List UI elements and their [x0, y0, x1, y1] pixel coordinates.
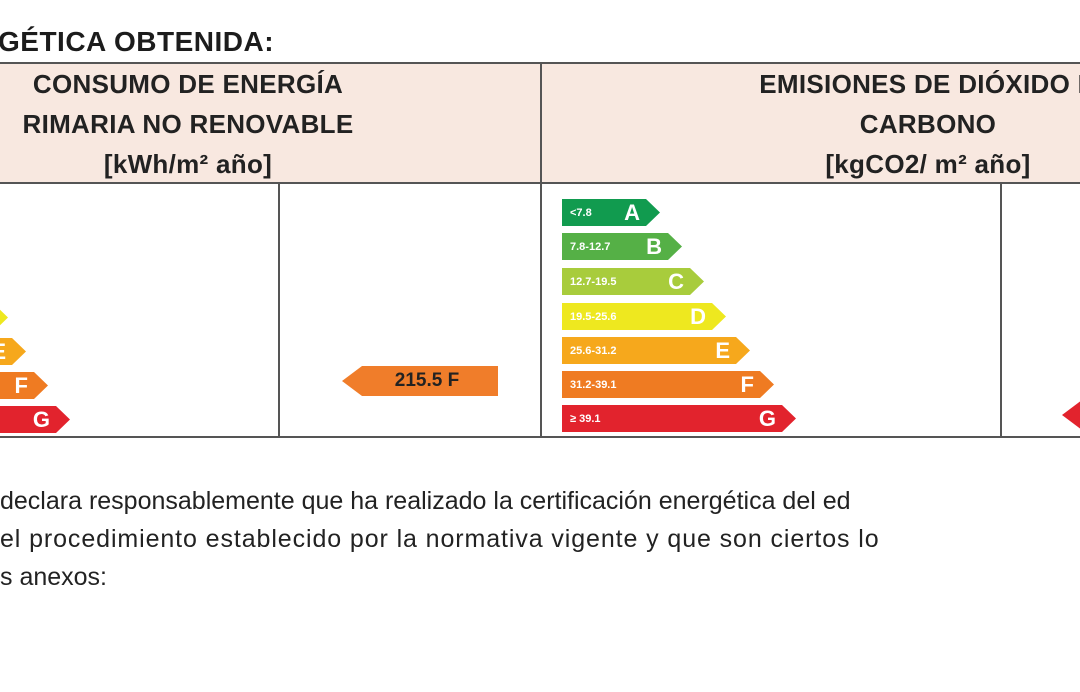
emissions-letter-b: B: [646, 233, 662, 259]
consumption-rating-value: 215.5 F: [394, 370, 460, 391]
emissions-rating-cell: [1000, 182, 1080, 438]
declaration-paragraph: declara responsablemente que ha realizad…: [0, 482, 880, 596]
consumption-unit: [kWh/m² año]: [103, 149, 273, 179]
emissions-range-f: 31.2-39.1: [570, 378, 617, 391]
emissions-range-c: 12.7-19.5: [570, 275, 617, 288]
consumption-scale-d: [0, 304, 8, 331]
emissions-scale-b: 7.8-12.7 B: [562, 233, 682, 260]
emissions-title-line-1: EMISIONES DE DIÓXIDO D: [759, 69, 1080, 99]
declaration-line-1: declara responsablemente que ha realizad…: [0, 487, 851, 515]
consumption-scale-cell: E F G: [0, 182, 278, 438]
emissions-letter-d: D: [690, 303, 706, 329]
emissions-range-e: 25.6-31.2: [570, 344, 617, 357]
section-heading: GÉTICA OBTENIDA:: [0, 26, 275, 57]
emissions-scale-f: 31.2-39.1 F: [562, 371, 774, 398]
emissions-letter-a: A: [624, 199, 640, 225]
emissions-scale-d: 19.5-25.6 D: [562, 303, 726, 330]
emissions-letter-e: E: [715, 337, 730, 363]
consumption-title-line-1: CONSUMO DE ENERGÍA: [32, 69, 344, 99]
consumption-scale-letter-g: G: [32, 406, 50, 432]
consumption-rating-cell: 215.5 F: [278, 182, 542, 438]
emissions-header: EMISIONES DE DIÓXIDO D CARBONO [kgCO2/ m…: [540, 62, 1080, 184]
emissions-letter-g: G: [758, 405, 776, 431]
consumption-scale-e: E: [0, 338, 26, 365]
consumption-title-line-2: RIMARIA NO RENOVABLE: [22, 109, 354, 139]
consumption-rating-arrow: 215.5 F: [342, 366, 498, 396]
emissions-scale-e: 25.6-31.2 E: [562, 337, 750, 364]
emissions-letter-f: F: [740, 371, 754, 397]
emissions-range-a: <7.8: [570, 206, 592, 219]
declaration-line-2: el procedimiento establecido por la norm…: [0, 525, 880, 553]
emissions-unit: [kgCO2/ m² año]: [825, 149, 1031, 179]
emissions-letter-c: C: [668, 268, 684, 294]
consumption-scale-letter-e: E: [0, 339, 6, 365]
consumption-scale-g: G: [0, 406, 70, 433]
emissions-range-b: 7.8-12.7: [570, 240, 611, 253]
emissions-scale-c: 12.7-19.5 C: [562, 268, 704, 295]
emissions-range-d: 19.5-25.6: [570, 310, 617, 323]
emissions-scale-cell: <7.8 A 7.8-12.7 B 12.7-19.5 C 19.5-25.6 …: [540, 182, 1002, 438]
consumption-scale-f: F: [0, 372, 48, 399]
emissions-title-line-2: CARBONO: [859, 109, 997, 139]
emissions-rating-arrow: [1062, 400, 1080, 430]
emissions-scale-g: ≥ 39.1 G: [562, 405, 796, 432]
consumption-scale-letter-f: F: [14, 372, 28, 398]
declaration-line-3: s anexos:: [0, 563, 108, 591]
emissions-scale-a: <7.8 A: [562, 199, 660, 226]
energy-rating-table: CONSUMO DE ENERGÍA RIMARIA NO RENOVABLE …: [0, 62, 1080, 438]
consumption-header: CONSUMO DE ENERGÍA RIMARIA NO RENOVABLE …: [0, 62, 540, 184]
emissions-range-g: ≥ 39.1: [570, 412, 601, 425]
